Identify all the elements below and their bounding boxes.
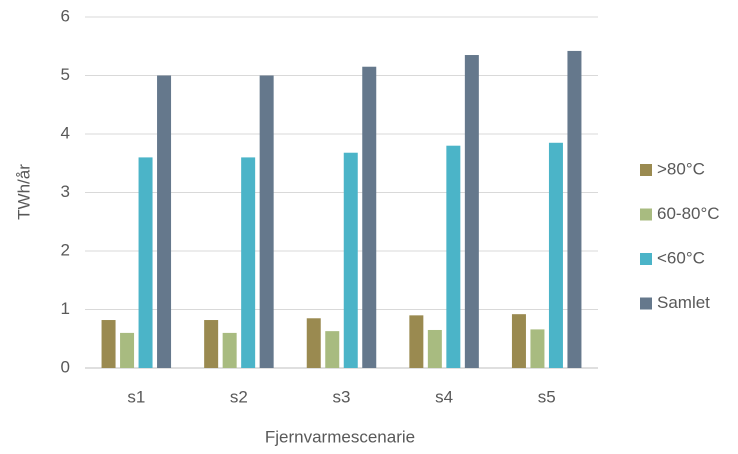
bar — [530, 329, 545, 368]
bar — [306, 318, 321, 368]
y-tick-label: 4 — [61, 123, 70, 142]
legend-label: Samlet — [657, 293, 710, 312]
legend-label: >80°C — [657, 159, 705, 178]
bar — [409, 315, 424, 368]
bar — [204, 320, 219, 368]
bar — [362, 66, 377, 368]
bar — [259, 75, 274, 368]
bar — [464, 55, 479, 369]
y-tick-label: 0 — [61, 357, 70, 376]
y-axis-label: TWh/år — [14, 164, 33, 220]
bar — [325, 331, 340, 368]
bar — [446, 145, 461, 368]
bar — [427, 329, 442, 368]
bar — [157, 75, 172, 368]
bar — [343, 152, 358, 368]
x-tick-label: s1 — [127, 387, 145, 406]
x-tick-label: s5 — [538, 387, 556, 406]
y-tick-label: 6 — [61, 6, 70, 25]
bar — [241, 157, 256, 368]
legend-label: 60-80°C — [657, 204, 720, 223]
x-tick-label: s3 — [333, 387, 351, 406]
legend-swatch — [640, 164, 652, 176]
legend-swatch — [640, 208, 652, 221]
y-tick-label: 1 — [61, 299, 70, 318]
x-tick-label: s2 — [230, 387, 248, 406]
bar — [222, 332, 237, 368]
legend-label: <60°C — [657, 248, 705, 267]
legend-swatch — [640, 253, 652, 265]
bar — [511, 314, 526, 368]
bar — [120, 332, 135, 368]
y-tick-label: 5 — [61, 65, 70, 84]
x-axis-label: Fjernvarmescenarie — [265, 427, 415, 446]
bar — [567, 50, 582, 369]
x-tick-label: s4 — [435, 387, 453, 406]
bar — [138, 157, 153, 368]
legend-swatch — [640, 297, 652, 310]
bar — [101, 320, 116, 368]
y-tick-label: 2 — [61, 240, 70, 259]
y-tick-label: 3 — [61, 182, 70, 201]
bar — [548, 142, 563, 368]
